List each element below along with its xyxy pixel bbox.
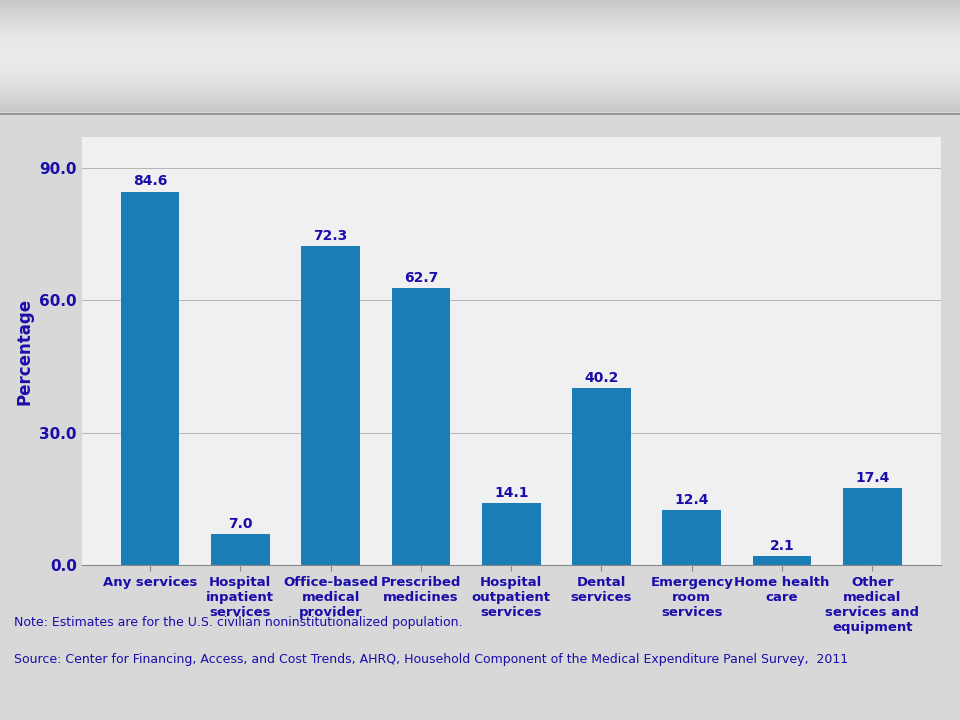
Bar	[392, 288, 450, 565]
Bar	[753, 556, 811, 565]
Text: 72.3: 72.3	[314, 229, 348, 243]
Text: 62.7: 62.7	[404, 271, 438, 285]
Bar	[843, 488, 901, 565]
Bar	[211, 534, 270, 565]
Text: 84.6: 84.6	[132, 174, 167, 189]
Text: 17.4: 17.4	[855, 472, 890, 485]
Y-axis label: Percentage: Percentage	[15, 297, 34, 405]
Text: 2.1: 2.1	[770, 539, 795, 553]
Bar	[662, 510, 721, 565]
Text: 12.4: 12.4	[675, 493, 709, 508]
Bar	[121, 192, 180, 565]
Text: 7.0: 7.0	[228, 517, 252, 531]
Text: 14.1: 14.1	[494, 486, 528, 500]
Text: Source: Center for Financing, Access, and Cost Trends, AHRQ, Household Component: Source: Center for Financing, Access, an…	[14, 653, 849, 666]
Text: Note: Estimates are for the U.S. civilian noninstitutionalized population.: Note: Estimates are for the U.S. civilia…	[14, 616, 463, 629]
Bar	[301, 246, 360, 565]
Bar	[482, 503, 540, 565]
Bar	[572, 387, 631, 565]
Text: 40.2: 40.2	[585, 371, 618, 384]
